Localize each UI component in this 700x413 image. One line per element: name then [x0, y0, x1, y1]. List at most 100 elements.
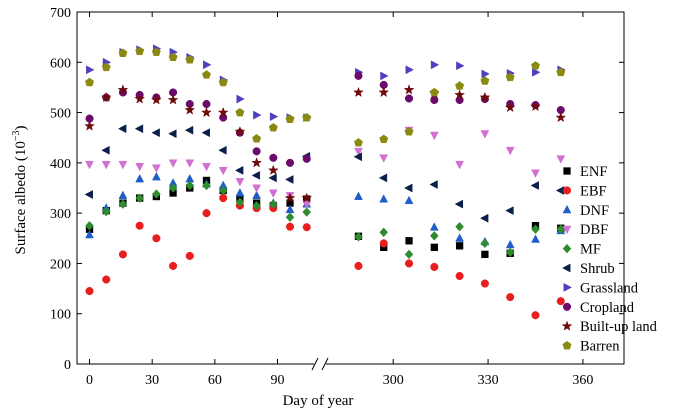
point-grassland: [236, 94, 245, 104]
plot-frame: [76, 11, 625, 365]
point-grassland: [405, 65, 414, 75]
point-dnf: [252, 190, 262, 199]
point-dbf: [168, 159, 178, 168]
y-tick-label: 600: [50, 56, 71, 71]
x-tick-label: 300: [383, 373, 404, 388]
point-barren: [268, 122, 278, 132]
point-barren: [404, 126, 414, 136]
point-dbf: [118, 160, 128, 170]
axis-ticks: 0 100 200 300 400 500 600 700 0 30 60 90 300 330 360: [50, 6, 624, 388]
point-dnf: [118, 190, 128, 199]
point-mf: [429, 231, 439, 241]
point-grassland: [269, 112, 279, 122]
y-axis-label-main: Surface albedo (10: [13, 141, 29, 254]
point-barren: [151, 47, 161, 57]
point-ebf: [480, 279, 489, 288]
point-shrub: [378, 173, 388, 183]
legend: ENF EBF DNF DBF MF Shrub Grassland Cropland Buil…: [561, 164, 658, 355]
point-built-up-land: [200, 106, 212, 118]
point-dnf: [404, 195, 414, 205]
point-shrub: [454, 199, 464, 209]
point-barren: [505, 72, 515, 82]
x-tick-label: 60: [208, 373, 222, 388]
point-built-up-land: [217, 106, 229, 118]
point-dbf: [531, 169, 540, 178]
point-barren: [168, 52, 178, 62]
point-ebf: [302, 223, 311, 232]
legend-label-dnf: DNF: [580, 203, 609, 219]
y-axis-label: Surface albedo (10−3): [11, 126, 29, 255]
x-tick-label: 90: [270, 373, 284, 388]
point-barren: [101, 62, 111, 72]
point-barren: [480, 76, 490, 85]
y-tick-label: 300: [50, 207, 71, 222]
point-barren: [218, 77, 228, 87]
point-shrub: [429, 180, 438, 189]
point-mf: [135, 193, 145, 203]
point-shrub: [505, 206, 514, 216]
point-mf: [505, 247, 515, 258]
point-ebf: [152, 234, 161, 243]
legend-label-ebf: EBF: [580, 183, 607, 199]
point-ebf: [556, 297, 565, 306]
point-mf: [235, 197, 245, 207]
point-mf: [101, 206, 111, 217]
legend-marker-shrub: [562, 263, 571, 273]
legend-label-cropland: Cropland: [580, 300, 635, 316]
point-built-up-land: [134, 93, 146, 104]
point-mf: [185, 180, 195, 191]
point-dbf: [455, 160, 465, 170]
point-enf: [455, 242, 464, 250]
point-grassland: [380, 71, 389, 81]
point-dnf: [531, 234, 540, 243]
point-shrub: [84, 190, 93, 199]
point-barren: [455, 81, 465, 90]
point-ebf: [102, 275, 111, 284]
point-cropland: [269, 153, 278, 162]
point-dbf: [268, 189, 278, 198]
point-dbf: [185, 159, 195, 168]
point-shrub: [555, 186, 565, 195]
point-built-up-land: [403, 84, 415, 95]
point-built-up-land: [529, 100, 541, 112]
point-ebf: [85, 287, 94, 296]
point-mf: [480, 238, 490, 249]
point-dbf: [135, 162, 145, 172]
point-barren: [252, 133, 262, 143]
point-built-up-land: [555, 111, 567, 123]
point-grassland: [430, 60, 440, 70]
legend-marker-built-up-land: [561, 320, 573, 331]
point-built-up-land: [184, 104, 196, 115]
point-shrub: [404, 183, 413, 193]
point-barren: [118, 48, 128, 58]
point-built-up-land: [504, 101, 516, 113]
point-ebf: [185, 251, 194, 260]
point-barren: [531, 61, 540, 70]
legend-label-dbf: DBF: [580, 222, 608, 238]
x-tick-label: 0: [86, 373, 93, 388]
x-tick-label: 30: [145, 373, 159, 388]
point-barren: [429, 87, 439, 97]
point-enf: [481, 250, 489, 259]
point-shrub: [134, 124, 144, 134]
point-grassland: [86, 65, 95, 75]
point-mf: [455, 221, 464, 232]
point-barren: [285, 114, 295, 123]
point-barren: [379, 134, 389, 144]
point-cropland: [285, 158, 295, 167]
point-ebf: [455, 271, 464, 281]
y-tick-label: 0: [64, 358, 71, 373]
point-mf: [268, 199, 278, 209]
point-shrub: [201, 128, 210, 138]
point-cropland: [354, 71, 363, 80]
y-tick-label: 700: [50, 6, 71, 21]
point-built-up-land: [150, 94, 162, 105]
point-mf: [531, 224, 540, 234]
point-mf: [302, 207, 312, 217]
point-dbf: [151, 164, 161, 173]
point-shrub: [268, 173, 277, 183]
axis-break-mark: [311, 357, 319, 371]
point-built-up-land: [301, 192, 313, 203]
point-cropland: [252, 147, 261, 156]
point-shrub: [285, 175, 294, 184]
